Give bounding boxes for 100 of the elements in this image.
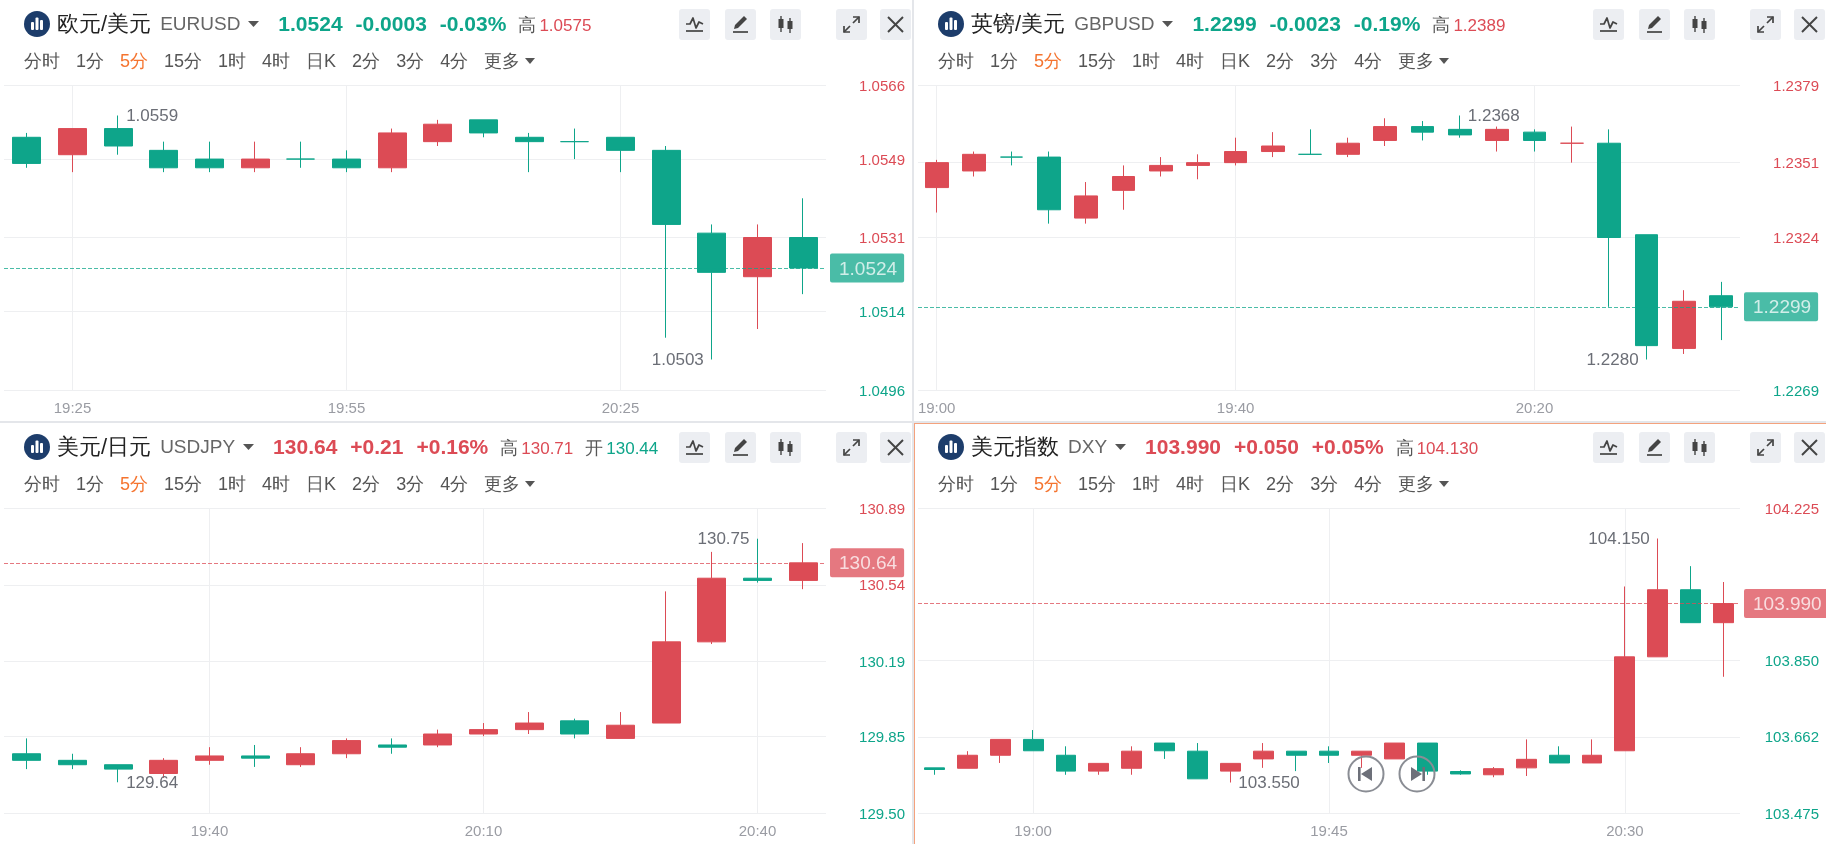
- y-tick-label: 1.0496: [859, 381, 905, 399]
- candlestick: [1680, 565, 1701, 624]
- candlestick: [1560, 126, 1584, 164]
- chart-subtitle: GBPUSD: [1074, 13, 1155, 35]
- y-tick-label: 129.50: [859, 804, 905, 822]
- candlestick: [195, 141, 224, 173]
- candlestick: [469, 722, 498, 737]
- y-tick-label: 130.54: [859, 576, 905, 594]
- candlestick: [1074, 181, 1098, 225]
- candlestick: [1373, 117, 1397, 147]
- candlestick: [560, 718, 589, 739]
- candlestick: [606, 136, 635, 173]
- candlestick: [149, 141, 178, 173]
- chart-title: 美元指数: [971, 433, 1059, 461]
- annotation: 129.64: [126, 772, 179, 792]
- candlestick: [1056, 745, 1076, 776]
- candlestick: [1000, 151, 1023, 166]
- annotation: 1.2280: [1586, 350, 1639, 369]
- annotation: 130.75: [697, 529, 750, 549]
- y-tick-label: 1.0549: [859, 150, 905, 168]
- candlestick: [423, 119, 452, 147]
- candlestick: [286, 141, 315, 169]
- candlestick: [560, 128, 589, 160]
- x-tick-label: 19:55: [327, 399, 366, 416]
- y-tick-label: 1.2379: [1773, 76, 1819, 94]
- candlestick: [1149, 156, 1173, 177]
- y-tick-label: 103.475: [1764, 804, 1819, 822]
- y-tick-label: 1.0514: [859, 303, 905, 321]
- text: 分时 1分 5分 15分 1时 4时 日K 2分 3分 4分 更多: [24, 51, 521, 71]
- y-tick-label: 130.89: [859, 499, 905, 517]
- candlestick: [1154, 742, 1175, 760]
- candlestick: [652, 590, 681, 724]
- candlestick: [332, 737, 361, 759]
- candlestick: [378, 128, 407, 173]
- candlestick: [1187, 742, 1208, 780]
- candlestick: [378, 737, 407, 755]
- ref-line-label: 103.990: [1753, 593, 1822, 615]
- candlestick: [58, 128, 87, 173]
- candlestick: [1483, 766, 1504, 778]
- y-tick-label: 103.662: [1764, 728, 1819, 746]
- candlestick: [469, 119, 498, 138]
- candlestick: [515, 132, 544, 173]
- chart-subtitle: DXY: [1068, 436, 1108, 458]
- x-tick-label: 19:00: [1014, 822, 1052, 839]
- text: 1.2299 -0.0023 -0.19% 高 1.2389: [1192, 11, 1506, 35]
- y-tick-label: 1.2351: [1773, 154, 1819, 172]
- candlestick: [1224, 137, 1247, 166]
- candlestick: [1450, 769, 1471, 776]
- candlestick: [1582, 738, 1602, 764]
- x-tick-label: 20:20: [1515, 399, 1554, 416]
- candlestick: [743, 223, 772, 330]
- chart-title: 欧元/美元: [57, 10, 152, 38]
- candlestick: [1411, 120, 1434, 141]
- candlestick: [925, 159, 949, 214]
- candlestick: [1336, 137, 1360, 158]
- y-tick-label: 129.85: [859, 727, 905, 745]
- candlestick: [195, 746, 224, 766]
- candlestick: [1261, 131, 1285, 158]
- x-tick-label: 19:25: [53, 399, 92, 416]
- candlestick: [12, 737, 41, 770]
- ref-line-label: 130.64: [839, 552, 898, 574]
- y-tick-label: 103.850: [1764, 652, 1819, 669]
- chart-subtitle: EURUSD: [160, 13, 241, 35]
- candlestick: [1523, 128, 1546, 153]
- candlestick: [1516, 738, 1537, 777]
- candlestick: [1384, 742, 1405, 760]
- candlestick: [241, 744, 270, 768]
- candlestick: [1023, 729, 1044, 752]
- y-tick-label: 1.2324: [1773, 229, 1819, 246]
- candlestick: [1672, 289, 1696, 355]
- x-tick-label: 20:10: [464, 822, 503, 839]
- candlestick: [241, 141, 270, 173]
- candlestick: [1088, 762, 1109, 776]
- y-tick-label: 1.0531: [859, 229, 905, 246]
- annotation: 1.0559: [126, 106, 179, 125]
- candlestick: [332, 149, 361, 173]
- ref-line-label: 1.2299: [1753, 296, 1812, 318]
- y-tick-label: 104.225: [1764, 499, 1819, 517]
- candlestick: [1112, 164, 1135, 211]
- candlestick: [962, 151, 986, 177]
- candlestick: [1485, 126, 1509, 153]
- candlestick: [58, 753, 87, 770]
- x-tick-label: 19:45: [1310, 822, 1348, 839]
- text: 1.0524 -0.0003 -0.03% 高 1.0575: [278, 11, 592, 35]
- candlestick: [12, 132, 41, 169]
- text: 103.990 +0.050 +0.05% 高 104.130: [1145, 434, 1479, 458]
- x-tick-label: 19:00: [917, 399, 956, 416]
- x-tick-label: 19:40: [190, 822, 229, 839]
- candlestick: [423, 729, 452, 748]
- candlestick: [1286, 750, 1307, 772]
- candlestick: [1186, 153, 1210, 180]
- text: 分时 1分 5分 15分 1时 4时 日K 2分 3分 4分 更多: [938, 51, 1435, 71]
- x-tick-label: 20:25: [601, 399, 640, 416]
- chart-title: 英镑/美元: [971, 10, 1066, 38]
- candlestick: [1220, 762, 1241, 783]
- candlestick: [1298, 128, 1322, 155]
- candlestick: [1037, 151, 1061, 225]
- candlestick: [957, 750, 978, 769]
- text: 130.64 +0.21 +0.16% 高 130.71 开 130.44: [273, 434, 659, 458]
- candlestick: [1549, 745, 1570, 764]
